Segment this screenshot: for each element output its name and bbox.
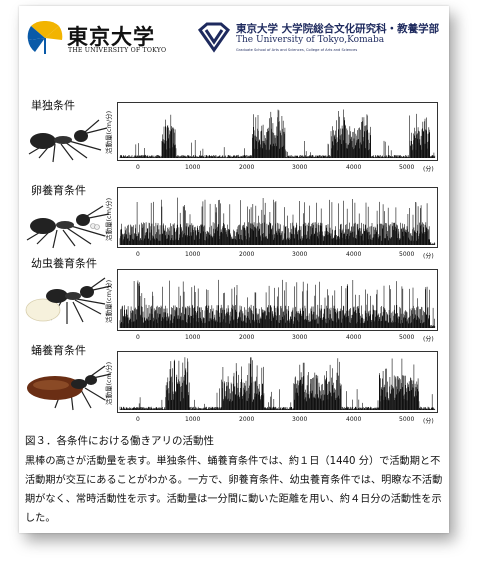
komaba-emblem-icon [197, 22, 231, 53]
figure-card: 東京大学 THE UNIVERSITY OF TOKYO 東京大学 大学院総合文… [19, 6, 449, 533]
panel-4-trace [119, 357, 436, 410]
panel-3-label: 幼虫養育条件 [31, 257, 97, 270]
komaba-name-ja: 東京大学 大学院総合文化研究科・教養学部 [236, 23, 440, 35]
panel-1-xtick: 4000 [346, 164, 362, 171]
panel-2-label: 卵養育条件 [31, 184, 86, 197]
panel-1-trace [119, 109, 436, 158]
panel-3-ylabel: 活動量(cm/分) [105, 279, 113, 323]
ginkgo-icon [27, 20, 63, 54]
panel-4-xtick: 5000 [399, 416, 415, 423]
panel-4-ylabel: 活動量(cm/分) [105, 361, 113, 405]
worker-ant-image [28, 119, 108, 163]
ant-with-eggs-image [26, 205, 110, 249]
panel-1-unit: (分) [423, 166, 434, 173]
panel-2-xtick: 1000 [185, 251, 201, 258]
panel-3-xtick: 5000 [399, 334, 415, 341]
panel-2-chart: 活動量(cm/分) 0 1000 2000 3000 4000 5000 (分) [105, 187, 438, 260]
panel-1-xtick: 3000 [292, 164, 308, 171]
panel-1-chart: 活動量(cm/分) 0 1000 2000 3000 4000 5000 (分) [105, 102, 438, 173]
panel-1-ylabel: 活動量(cm/分) [105, 110, 113, 154]
panel-3-trace [119, 279, 436, 328]
komaba-name-en: The University of Tokyo,Komaba [236, 35, 385, 45]
panel-3-unit: (分) [423, 336, 434, 343]
ant-with-pupa-image [27, 365, 112, 411]
panel-4-xtick: 2000 [239, 416, 255, 423]
panel-1-xtick: 2000 [239, 164, 255, 171]
panel-4-chart: 活動量(cm/分) 0 1000 2000 3000 4000 5000 (分) [105, 351, 438, 425]
panel-3-xtick: 4000 [346, 334, 362, 341]
panel-3-xtick: 1000 [185, 334, 201, 341]
panel-1-label: 単独条件 [31, 99, 75, 112]
panel-4-label: 蛹養育条件 [31, 344, 86, 357]
panel-1-xtick: 0 [136, 164, 140, 171]
panel-3-chart: 活動量(cm/分) 0 1000 2000 3000 4000 5000 (分) [105, 269, 438, 343]
panel-4-xtick: 1000 [185, 416, 201, 423]
panel-4-xtick: 4000 [346, 416, 362, 423]
panel-4-xtick: 3000 [292, 416, 308, 423]
panel-4-unit: (分) [423, 418, 434, 425]
panel-4-xtick: 0 [136, 416, 140, 423]
panel-2-ylabel: 活動量(cm/分) [105, 197, 113, 241]
panel-1-xtick: 5000 [399, 164, 415, 171]
ant-with-larva-image [25, 277, 112, 324]
panel-3-xtick: 3000 [292, 334, 308, 341]
panel-1-xtick: 1000 [185, 164, 201, 171]
figure-caption-title: 図３．各条件における働きアリの活動性 [25, 435, 214, 447]
panel-2-xtick: 0 [136, 251, 140, 258]
utokyo-name-en: THE UNIVERSITY OF TOKYO [68, 47, 167, 54]
panel-2-unit: (分) [423, 253, 434, 260]
panel-2-xtick: 4000 [346, 251, 362, 258]
panel-2-xtick: 5000 [399, 251, 415, 258]
panel-3-xtick: 0 [136, 334, 140, 341]
komaba-subtitle: Graduate School of Arts and Sciences, Co… [236, 48, 358, 52]
panel-2-xtick: 3000 [292, 251, 308, 258]
figure-caption-body: 黒棒の高さが活動量を表す。単独条件、蛹養育条件では、約１日（1440 分）で活動… [25, 456, 443, 524]
panel-2-trace [119, 197, 436, 245]
panel-3-xtick: 2000 [239, 334, 255, 341]
panel-2-xtick: 2000 [239, 251, 255, 258]
utokyo-name-ja: 東京大学 [67, 24, 155, 49]
